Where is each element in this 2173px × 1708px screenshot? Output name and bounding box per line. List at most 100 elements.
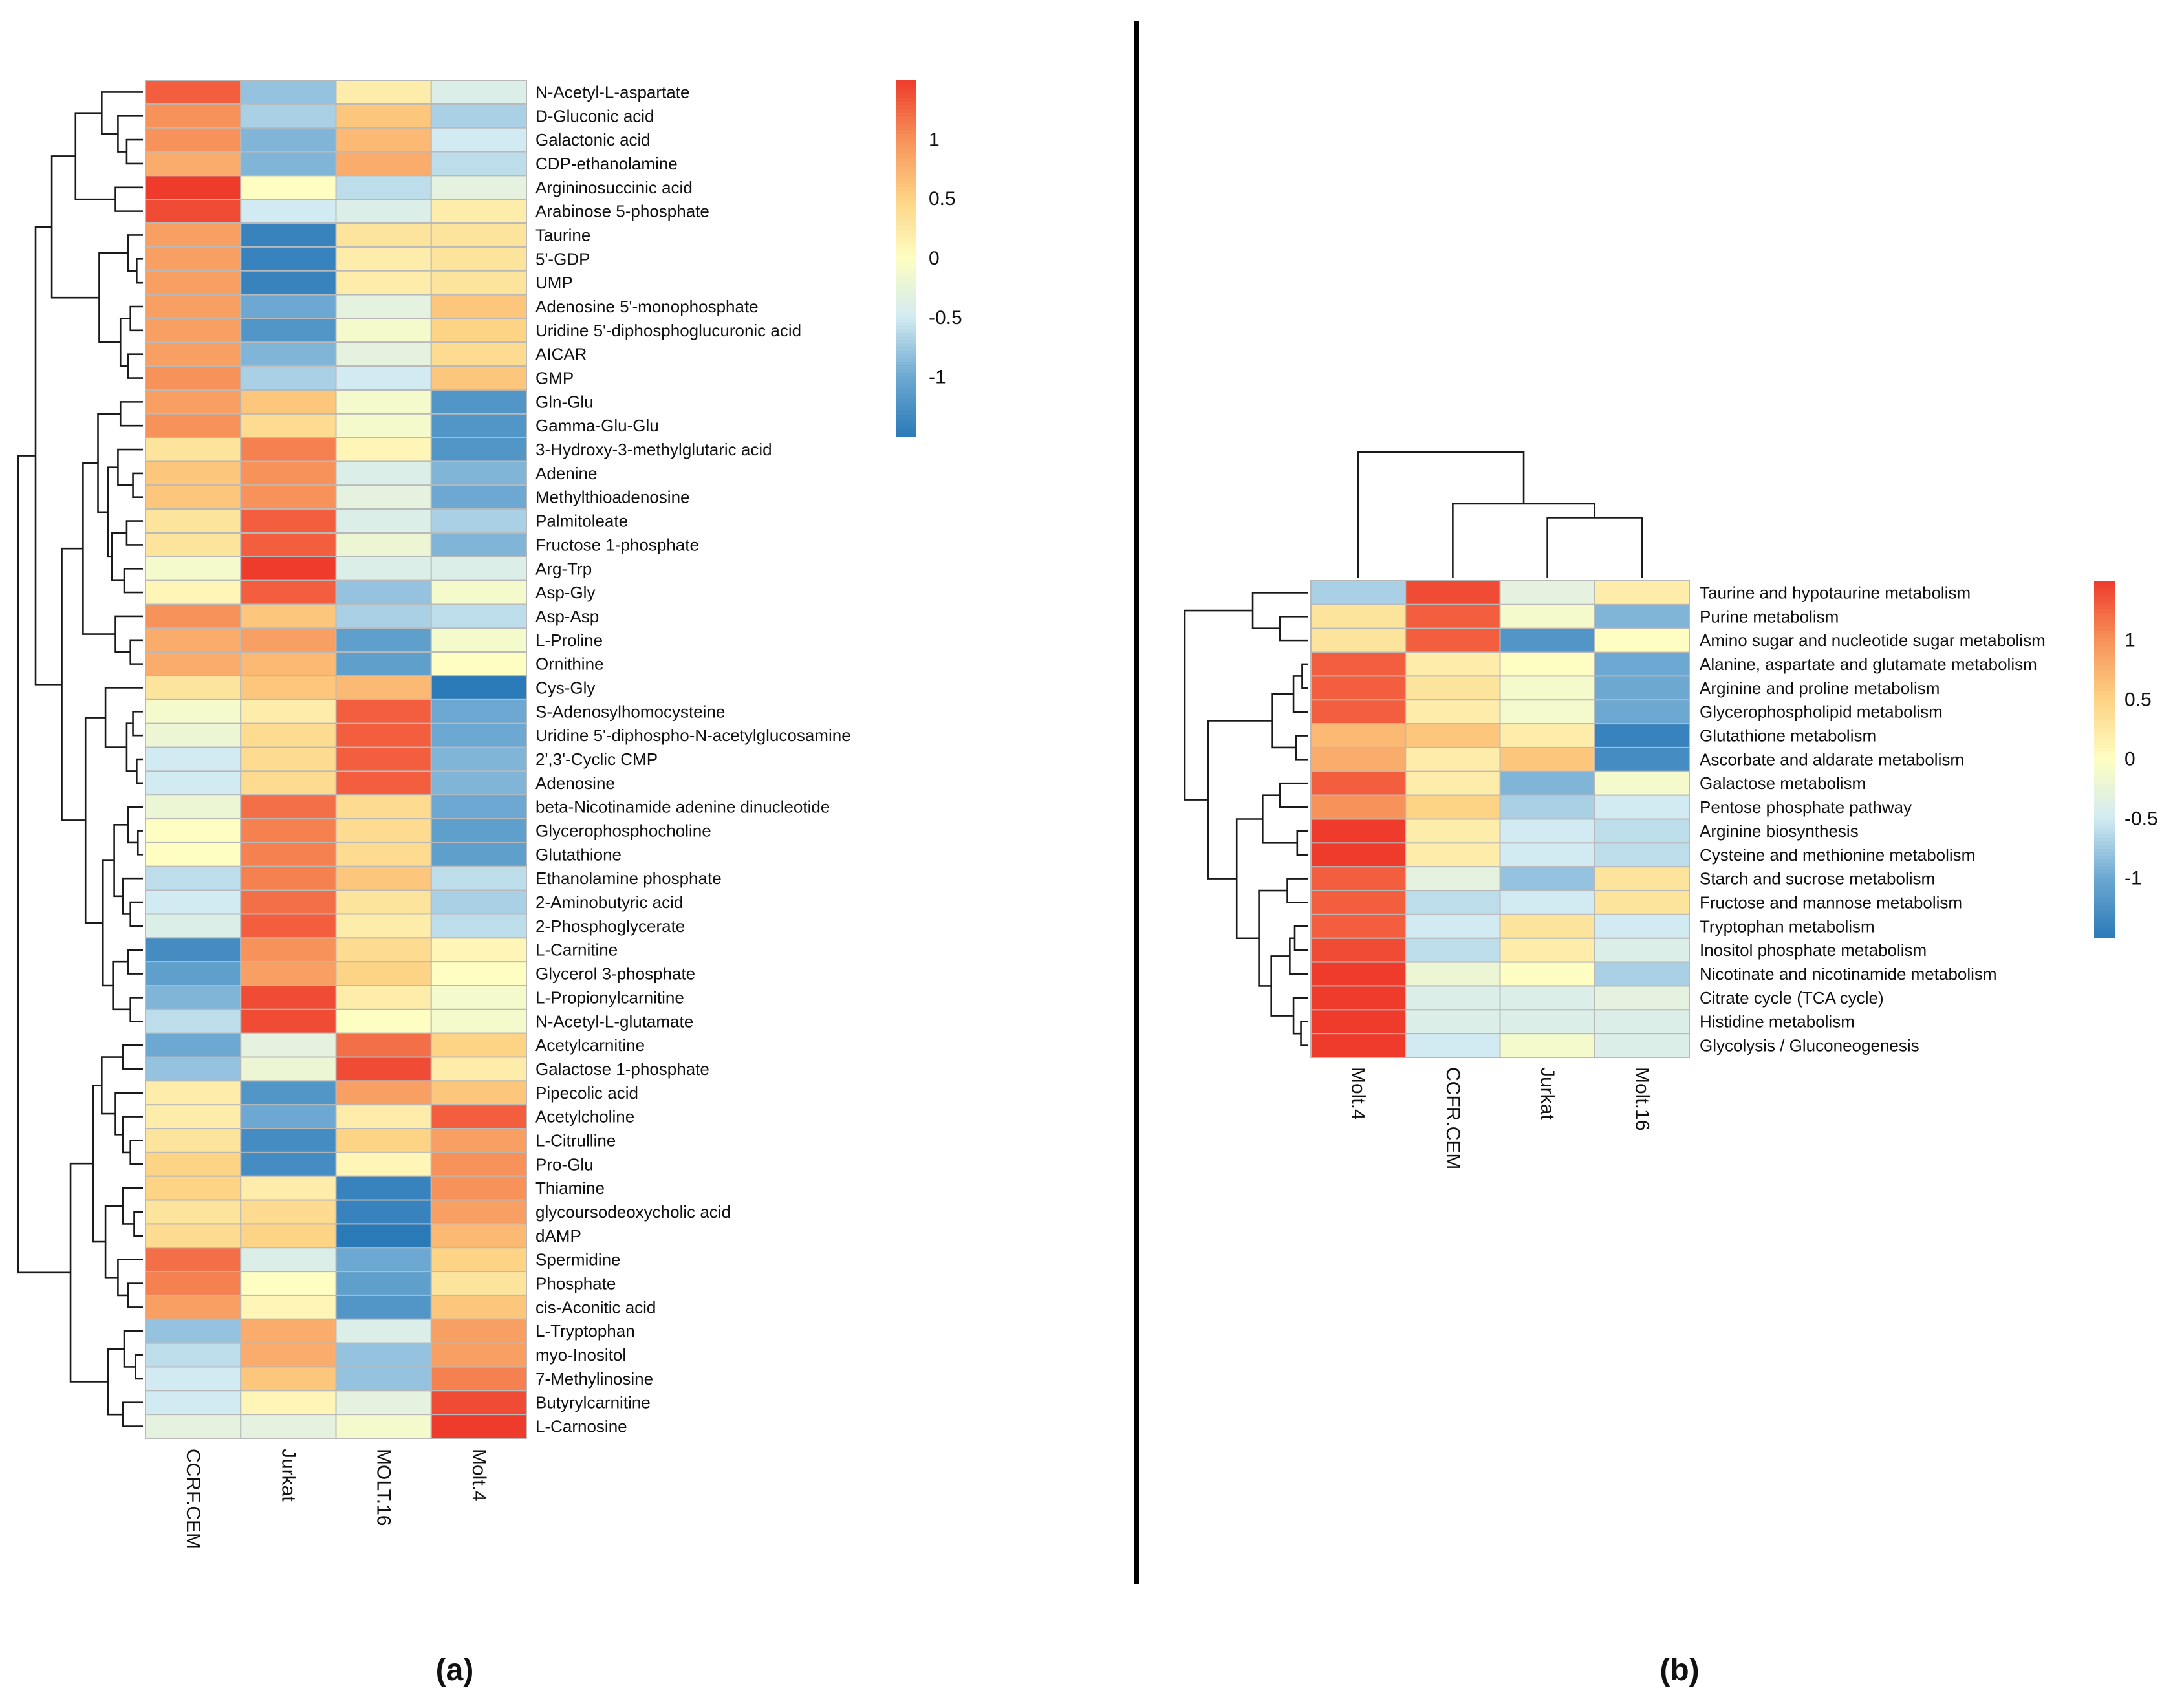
heatmap-cell [1499, 866, 1595, 892]
heatmap-cell [430, 1342, 527, 1368]
heatmap-cell [1499, 770, 1595, 796]
row-label: 2-Aminobutyric acid [535, 892, 683, 912]
heatmap-cell [430, 746, 527, 772]
legend-color-step [896, 336, 916, 341]
heatmap-cell [1594, 818, 1690, 844]
heatmap-cell [335, 175, 432, 200]
heatmap-cell [1310, 603, 1407, 629]
heatmap-cell [145, 1414, 242, 1440]
heatmap-cell [335, 460, 432, 486]
heatmap-cell [145, 1008, 242, 1034]
legend-color-step [2094, 838, 2115, 842]
heatmap-cell [1405, 961, 1501, 987]
legend-color-step [2094, 852, 2115, 856]
legend-color-step [896, 169, 916, 173]
legend-color-step [896, 116, 916, 120]
heatmap-cell [430, 222, 527, 248]
heatmap-cell [240, 675, 337, 700]
legend-color-step [896, 176, 916, 180]
heatmap-cell [335, 389, 432, 415]
legend-color-step [896, 376, 916, 380]
heatmap-cell [335, 579, 432, 605]
heatmap-cell [145, 1175, 242, 1201]
row-label: D-Gluconic acid [535, 106, 654, 125]
row-label: Ethanolamine phosphate [535, 869, 722, 888]
legend-color-step [2094, 673, 2115, 678]
legend-color-step [2094, 713, 2115, 717]
legend-color-step [896, 415, 916, 420]
legend-color-step [2094, 595, 2115, 600]
heatmap-cell [335, 1080, 432, 1106]
heatmap-cell [1499, 937, 1595, 963]
legend-color-step [2094, 863, 2115, 867]
legend-color-step [896, 418, 916, 423]
legend-color-step [2094, 627, 2115, 631]
legend-color-step [896, 383, 916, 387]
row-label: dAMP [535, 1226, 581, 1246]
row-label: Argininosuccinic acid [535, 178, 693, 197]
row-label: Alanine, aspartate and glutamate metabol… [1700, 654, 2037, 674]
heatmap-cell [1499, 746, 1595, 772]
legend-color-step [896, 312, 916, 316]
heatmap-cell [430, 1223, 527, 1249]
legend-color-step [2094, 652, 2115, 656]
heatmap-cell [240, 484, 337, 510]
legend-color-step [896, 333, 916, 338]
heatmap-cell [335, 341, 432, 367]
row-label: Nicotinate and nicotinamide metabolism [1700, 964, 1997, 984]
heatmap-cell [430, 484, 527, 510]
legend-color-step [2094, 795, 2115, 799]
heatmap-cell [335, 270, 432, 296]
heatmap-cell [240, 627, 337, 653]
row-label: cis-Aconitic acid [535, 1297, 656, 1317]
heatmap-cell [1594, 675, 1690, 701]
heatmap-cell [240, 556, 337, 581]
legend-color-step [896, 155, 916, 159]
legend-color-step [896, 251, 916, 255]
heatmap-cell [430, 889, 527, 915]
legend-color-step [2094, 877, 2115, 881]
legend-color-step [2094, 845, 2115, 849]
legend-color-step [896, 433, 916, 437]
heatmap-cell [145, 1294, 242, 1320]
row-label: AICAR [535, 345, 587, 364]
row-label: L-Carnitine [535, 940, 618, 960]
heatmap-cell [1310, 580, 1407, 605]
column-label: Jurkat [1537, 1067, 1558, 1120]
legend-color-step [2094, 834, 2115, 839]
heatmap-cell [335, 484, 432, 510]
legend-color-step [896, 272, 916, 277]
heatmap-cell [145, 1318, 242, 1344]
legend-color-step [2094, 891, 2115, 896]
heatmap-cell [1405, 794, 1501, 820]
row-dendrogram-branch [17, 455, 71, 1274]
heatmap-cell [430, 1175, 527, 1201]
legend-color-step [2094, 709, 2115, 713]
heatmap-cell [1499, 842, 1595, 868]
heatmap-cell [335, 627, 432, 653]
legend-color-step [2094, 791, 2115, 795]
heatmap-cell [145, 294, 242, 319]
legend-color-step [2094, 623, 2115, 628]
legend-color-step [896, 187, 916, 191]
legend-color-step [896, 340, 916, 345]
heatmap-cell [145, 222, 242, 248]
legend-color-step [2094, 737, 2115, 742]
legend-color-step [2094, 584, 2115, 589]
heatmap-cell [335, 675, 432, 700]
heatmap-cell [1594, 580, 1690, 605]
heatmap-cell [240, 651, 337, 677]
heatmap-cell [335, 365, 432, 391]
heatmap-cell [145, 103, 242, 129]
legend-color-step [2094, 762, 2115, 767]
legend-color-step [2094, 898, 2115, 903]
legend-color-step [896, 230, 916, 234]
heatmap-cell [145, 1104, 242, 1130]
heatmap-cell [1594, 866, 1690, 892]
row-label: L-Tryptophan [535, 1321, 635, 1341]
heatmap-cell [240, 127, 337, 153]
legend-color-step [2094, 609, 2115, 614]
heatmap-cell [430, 961, 527, 986]
legend-color-step [896, 130, 916, 135]
row-label: L-Carnosine [535, 1417, 627, 1436]
